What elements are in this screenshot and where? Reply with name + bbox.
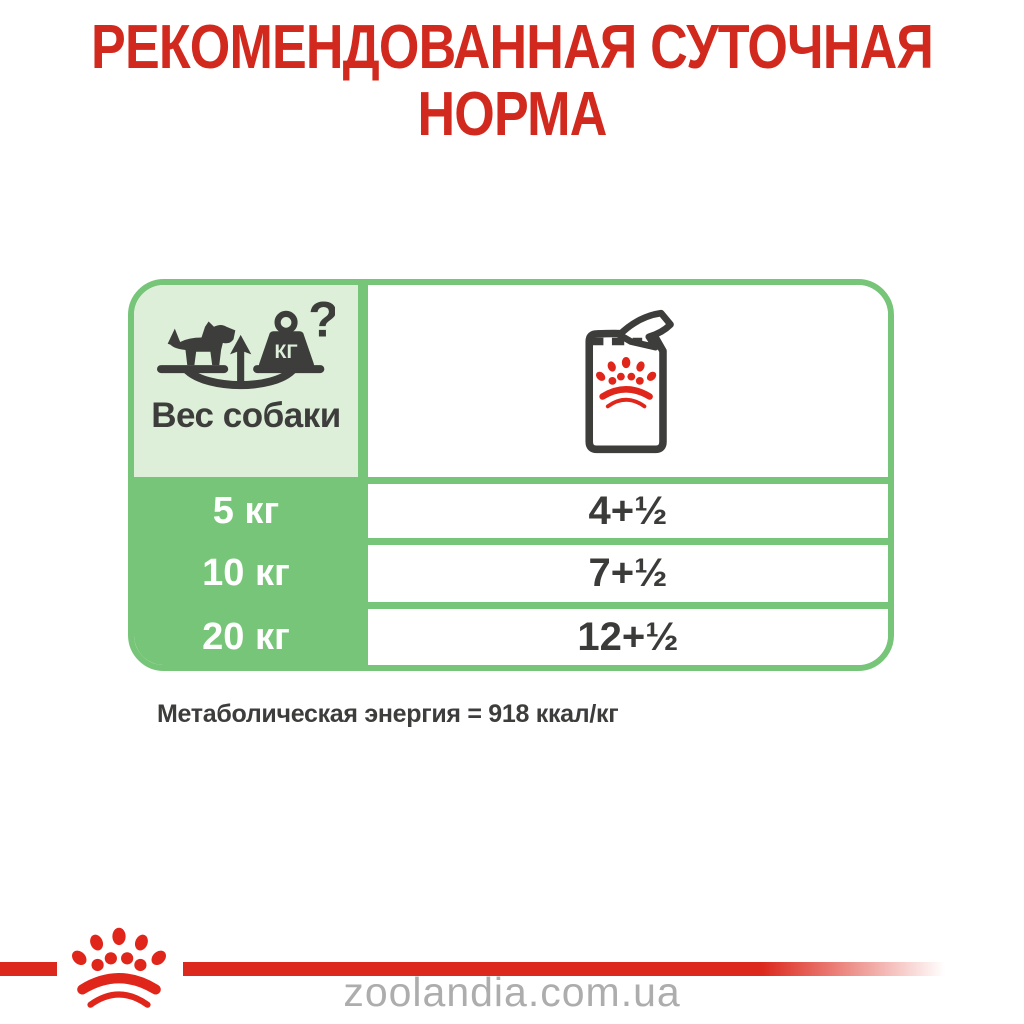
row-separator (134, 477, 888, 484)
table-row-portion: 4+½ (368, 484, 888, 538)
table-row-portion: 7+½ (368, 545, 888, 602)
food-pouch-icon (585, 309, 674, 454)
feeding-table: КГ ? Вес собаки 5 кг 4+½ (128, 279, 894, 671)
table-header-pouch (368, 285, 888, 477)
table-row-weight: 20 кг (134, 609, 358, 665)
weight-column-label: Вес собаки (151, 396, 341, 435)
table-column-divider (358, 285, 368, 665)
question-mark-icon: ? (308, 301, 335, 348)
page-title-line2: НОРМА (417, 80, 608, 149)
red-stripe-left (0, 962, 57, 976)
row-separator (134, 602, 888, 609)
watermark-text: zoolandia.com.ua (343, 969, 681, 1015)
table-row-weight: 10 кг (134, 545, 358, 602)
metabolic-energy-note: Метаболическая энергия = 918 ккал/кг (157, 700, 619, 728)
table-header-dog-weight: КГ ? Вес собаки (134, 285, 358, 477)
kg-label-on-weight-icon: КГ (275, 341, 298, 363)
page-title: РЕКОМЕНДОВАННАЯ СУТОЧНАЯ НОРМА (82, 14, 942, 148)
table-row-portion: 12+½ (368, 609, 888, 665)
row-separator (134, 538, 888, 545)
red-stripe-right (183, 962, 945, 976)
page-title-line1: РЕКОМЕНДОВАННАЯ СУТОЧНАЯ (91, 13, 934, 82)
dog-weight-scale-icon: КГ ? (157, 301, 335, 389)
table-row-weight: 5 кг (134, 484, 358, 538)
